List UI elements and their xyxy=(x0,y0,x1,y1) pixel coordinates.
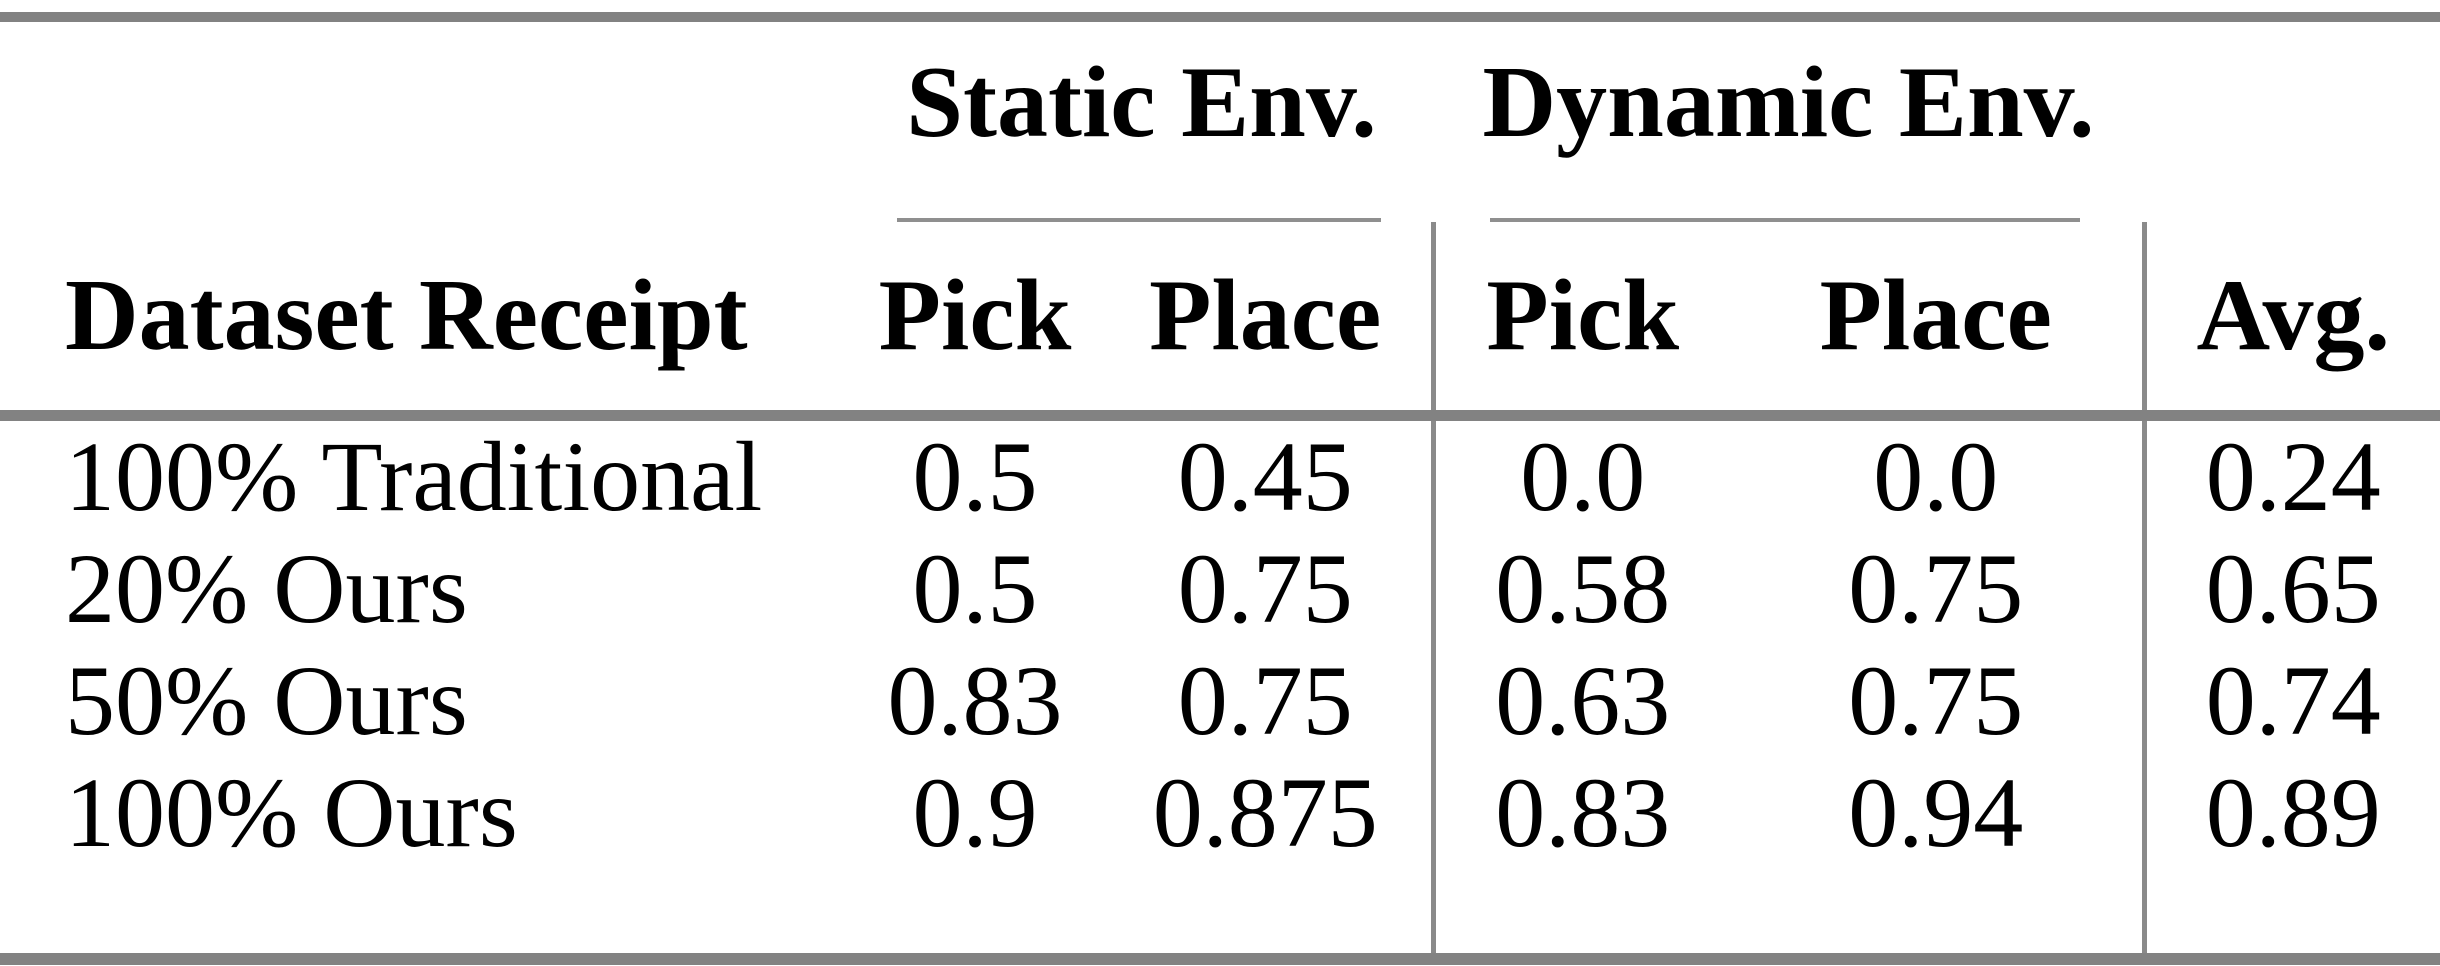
cell-static-pick: 0.5 xyxy=(912,533,1038,644)
row-label: 100% Ours xyxy=(65,757,518,868)
group-header-dynamic-env-label: Dynamic Env. xyxy=(1482,46,2095,159)
group-header-row: Static Env. Dynamic Env. xyxy=(0,17,2440,222)
cell-dynamic-place: 0.94 xyxy=(1848,757,2024,868)
cell-avg: 0.74 xyxy=(2141,645,2440,757)
results-table: Static Env. Dynamic Env. Dataset Receipt… xyxy=(0,12,2440,965)
group-header-dynamic-env: Dynamic Env. xyxy=(1433,17,2144,222)
column-header-avg: Avg. xyxy=(2141,222,2440,421)
group-header-static-env-label: Static Env. xyxy=(906,46,1377,159)
cell-dynamic-place: 0.75 xyxy=(1848,533,2024,644)
cell-avg: 0.89 xyxy=(2141,757,2440,869)
static-env-cmidrule xyxy=(896,218,1381,222)
cell-avg: 0.24 xyxy=(2141,415,2440,533)
cell-dynamic-place: 0.75 xyxy=(1848,645,2024,756)
cell-static-pick: 0.9 xyxy=(912,757,1038,868)
cell-static-pick: 0.83 xyxy=(887,645,1063,756)
cell-static-place: 0.45 xyxy=(1177,421,1353,532)
cell-dynamic-place: 0.0 xyxy=(1873,421,1999,532)
cell-avg: 0.65 xyxy=(2141,533,2440,645)
table-row: 100% Ours 0.9 0.875 0.83 0.94 0.89 xyxy=(0,757,2440,869)
cell-dynamic-pick: 0.83 xyxy=(1430,757,1730,869)
cell-dynamic-pick: 0.0 xyxy=(1430,415,1730,533)
group-header-spacer xyxy=(0,17,850,222)
column-header-static-place: Place xyxy=(1100,222,1433,421)
cell-static-place: 0.75 xyxy=(1177,645,1353,756)
group-header-static-env: Static Env. xyxy=(850,17,1433,222)
row-label: 100% Traditional xyxy=(65,421,763,532)
group-header-avg-spacer xyxy=(2144,17,2440,222)
table-row: 50% Ours 0.83 0.75 0.63 0.75 0.74 xyxy=(0,645,2440,757)
cell-static-place: 0.75 xyxy=(1177,533,1353,644)
cell-static-place: 0.875 xyxy=(1152,757,1378,868)
row-label: 20% Ours xyxy=(65,533,468,644)
cell-dynamic-pick: 0.58 xyxy=(1430,533,1730,645)
cell-static-pick: 0.5 xyxy=(912,421,1038,532)
column-header-row: Dataset Receipt Pick Place Pick Place Av… xyxy=(0,222,2440,421)
dynamic-env-cmidrule xyxy=(1489,218,2081,222)
table-row: 20% Ours 0.5 0.75 0.58 0.75 0.65 xyxy=(0,533,2440,645)
column-header-dynamic-place: Place xyxy=(1730,222,2145,421)
row-label: 50% Ours xyxy=(65,645,468,756)
cell-dynamic-pick: 0.63 xyxy=(1430,645,1730,757)
bottom-spacer-row xyxy=(0,869,2440,959)
column-header-dataset-receipt: Dataset Receipt xyxy=(0,222,850,421)
table-row: 100% Traditional 0.5 0.45 0.0 0.0 0.24 xyxy=(0,415,2440,533)
column-header-dynamic-pick: Pick xyxy=(1430,222,1730,421)
column-header-static-pick: Pick xyxy=(850,222,1100,421)
